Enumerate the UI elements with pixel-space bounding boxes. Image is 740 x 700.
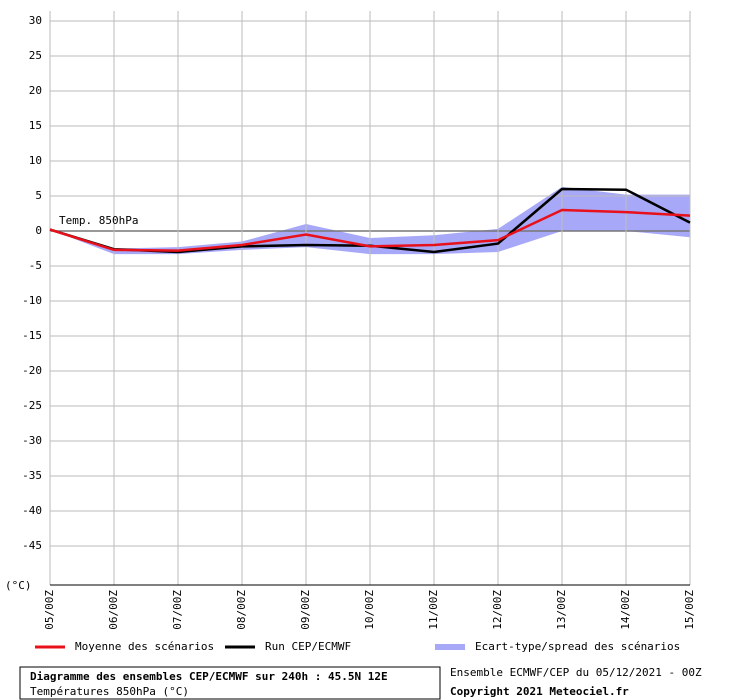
copyright: Copyright 2021 Meteociel.fr (450, 685, 629, 698)
run-info: Ensemble ECMWF/CEP du 05/12/2021 - 00Z (450, 666, 702, 679)
x-tick-label: 12/00Z (491, 590, 504, 630)
legend-label: Run CEP/ECMWF (265, 640, 351, 653)
x-tick-label: 05/00Z (43, 590, 56, 630)
x-tick-label: 11/00Z (427, 590, 440, 630)
y-tick-label: -10 (22, 294, 42, 307)
x-tick-label: 14/00Z (619, 590, 632, 630)
series-line (49, 208, 691, 252)
y-tick-label: 5 (35, 189, 42, 202)
y-tick-label: -45 (22, 539, 42, 552)
chart-title: Diagramme des ensembles CEP/ECMWF sur 24… (30, 670, 388, 683)
x-tick-label: 15/00Z (683, 590, 696, 630)
y-tick-label: -5 (29, 259, 42, 272)
y-tick-label: 20 (29, 84, 42, 97)
y-tick-label: -20 (22, 364, 42, 377)
x-tick-label: 08/00Z (235, 590, 248, 630)
spread-band (50, 186, 690, 255)
annotation: Temp. 850hPa (59, 214, 138, 227)
y-tick-label: 10 (29, 154, 42, 167)
legend-label: Ecart-type/spread des scénarios (475, 640, 680, 653)
y-tick-label: -40 (22, 504, 42, 517)
x-tick-label: 06/00Z (107, 590, 120, 630)
y-tick-label: 30 (29, 14, 42, 27)
x-tick-label: 09/00Z (299, 590, 312, 630)
y-tick-label: -30 (22, 434, 42, 447)
y-tick-label: -35 (22, 469, 42, 482)
y-tick-label: 25 (29, 49, 42, 62)
x-tick-label: 10/00Z (363, 590, 376, 630)
y-tick-label: 0 (35, 224, 42, 237)
legend-label: Moyenne des scénarios (75, 640, 214, 653)
title-box (19, 666, 441, 700)
x-tick-label: 13/00Z (555, 590, 568, 630)
chart-subtitle: Températures 850hPa (°C) (30, 685, 189, 698)
y-tick-label: 15 (29, 119, 42, 132)
y-tick-label: -25 (22, 399, 42, 412)
y-tick-label: -15 (22, 329, 42, 342)
y-unit: (°C) (5, 579, 32, 592)
x-tick-label: 07/00Z (171, 590, 184, 630)
